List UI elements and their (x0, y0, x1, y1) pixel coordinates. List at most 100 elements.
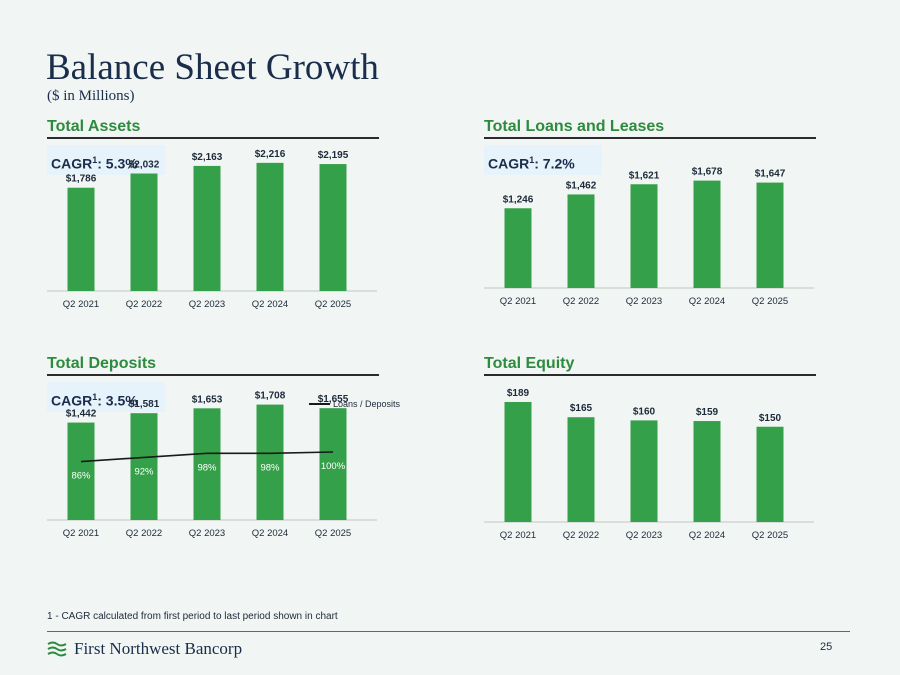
divider (484, 374, 816, 376)
data-label: $1,708 (255, 391, 286, 402)
chart-total-loans: $1,246 Q2 2021 $1,462 Q2 2022 $1,621 Q2 2023 $… (484, 167, 814, 307)
bar (756, 182, 784, 288)
bar (504, 401, 532, 522)
bar (130, 173, 158, 291)
x-tick-label: Q2 2023 (189, 299, 225, 310)
wave-stripes-icon (47, 641, 67, 657)
x-tick-label: Q2 2023 (626, 296, 662, 307)
chart-title: Total Assets (47, 118, 141, 135)
x-tick-label: Q2 2022 (563, 530, 599, 541)
data-label: $1,786 (66, 174, 97, 185)
divider (484, 137, 816, 139)
bar (630, 184, 658, 288)
data-label: $1,678 (692, 167, 723, 178)
line-data-label: 86% (71, 471, 91, 482)
bar (130, 413, 158, 520)
line-data-label: 92% (134, 466, 154, 477)
panel-total-loans: Total Loans and Leases CAGR1: 7.2% $1,24… (484, 118, 816, 328)
page-subtitle: ($ in Millions) (47, 88, 135, 104)
divider (47, 374, 379, 376)
data-label: $2,216 (255, 149, 286, 160)
bar (319, 408, 347, 520)
chart-total-assets: $1,786 Q2 2021 $2,032 Q2 2022 $2,163 Q2 2023 $… (47, 149, 377, 310)
line-data-label: 98% (260, 462, 280, 473)
bar (630, 420, 658, 522)
chart-title: Total Equity (484, 355, 575, 372)
data-label: $1,581 (129, 399, 160, 410)
line-data-label: 98% (197, 462, 217, 473)
data-label: $189 (507, 388, 530, 399)
panel-total-assets: Total Assets CAGR1: 5.3% $1,786 Q2 2021 $2… (47, 118, 379, 328)
data-label: $160 (633, 406, 656, 417)
x-tick-label: Q2 2025 (315, 528, 351, 539)
x-tick-label: Q2 2022 (563, 296, 599, 307)
cagr-badge: CAGR1: 3.5% (47, 382, 165, 412)
bar (756, 426, 784, 522)
data-label: $150 (759, 413, 782, 424)
data-label: $1,246 (503, 194, 534, 205)
data-label: $1,653 (192, 394, 223, 405)
bar (567, 417, 595, 522)
company-logo: First Northwest Bancorp (47, 639, 242, 659)
x-tick-label: Q2 2024 (689, 530, 725, 541)
x-tick-label: Q2 2023 (189, 528, 225, 539)
x-tick-label: Q2 2021 (63, 299, 99, 310)
bar (567, 194, 595, 288)
data-label: $2,163 (192, 152, 223, 163)
cagr-badge: CAGR1: 5.3% (47, 145, 165, 175)
legend-label: Loans / Deposits (333, 399, 401, 409)
x-tick-label: Q2 2024 (252, 299, 288, 310)
x-tick-label: Q2 2024 (252, 528, 288, 539)
divider (47, 137, 379, 139)
chart-total-equity: $189 Q2 2021 $165 Q2 2022 $160 Q2 2023 $159 Q2 … (484, 388, 814, 541)
x-tick-label: Q2 2025 (752, 530, 788, 541)
cagr-label: CAGR (488, 155, 530, 172)
footer-divider (47, 631, 850, 632)
bar (67, 422, 95, 520)
data-label: $1,621 (629, 170, 660, 181)
x-tick-label: Q2 2025 (315, 299, 351, 310)
bar (256, 162, 284, 291)
bar (193, 408, 221, 520)
data-label: $1,655 (318, 394, 349, 405)
bar (193, 165, 221, 291)
data-label: $165 (570, 403, 593, 414)
line-series (80, 451, 334, 463)
chart-total-deposits: $1,442 Q2 2021 $1,581 Q2 2022 $1,653 Q2 2023 $… (47, 391, 401, 539)
data-label: $1,647 (755, 169, 786, 180)
bar (319, 164, 347, 291)
footnote-marker: 1 (92, 155, 98, 165)
cagr-value: : 3.5% (97, 392, 138, 409)
line-data-label: 100% (321, 461, 346, 472)
footnote-marker: 1 (529, 155, 535, 165)
cagr-badge: CAGR1: 7.2% (484, 145, 602, 175)
data-label: $2,195 (318, 150, 349, 161)
x-tick-label: Q2 2025 (752, 296, 788, 307)
page-number: 25 (820, 641, 833, 653)
panel-total-deposits: Total Deposits CAGR1: 3.5% $1,442 Q2 2021… (47, 355, 401, 565)
data-label: $159 (696, 407, 719, 418)
bar (693, 180, 721, 288)
cagr-label: CAGR (51, 392, 93, 409)
data-label: $1,462 (566, 180, 597, 191)
x-tick-label: Q2 2022 (126, 299, 162, 310)
cagr-value: : 7.2% (534, 155, 575, 172)
x-tick-label: Q2 2024 (689, 296, 725, 307)
x-tick-label: Q2 2022 (126, 528, 162, 539)
chart-title: Total Deposits (47, 355, 157, 372)
bar (256, 404, 284, 520)
data-label: $2,032 (129, 159, 160, 170)
bar (67, 187, 95, 291)
x-tick-label: Q2 2021 (500, 296, 536, 307)
cagr-label: CAGR (51, 155, 93, 172)
data-label: $1,442 (66, 409, 97, 420)
bar (504, 208, 532, 288)
chart-title: Total Loans and Leases (484, 118, 665, 135)
x-tick-label: Q2 2023 (626, 530, 662, 541)
footnote: 1 - CAGR calculated from first period to… (47, 611, 338, 622)
cagr-value: : 5.3% (97, 155, 138, 172)
page-title: Balance Sheet Growth (46, 47, 379, 88)
x-tick-label: Q2 2021 (63, 528, 99, 539)
x-tick-label: Q2 2021 (500, 530, 536, 541)
panel-total-equity: Total Equity $189 Q2 2021 $165 Q2 2022 $160 Q… (484, 355, 816, 565)
